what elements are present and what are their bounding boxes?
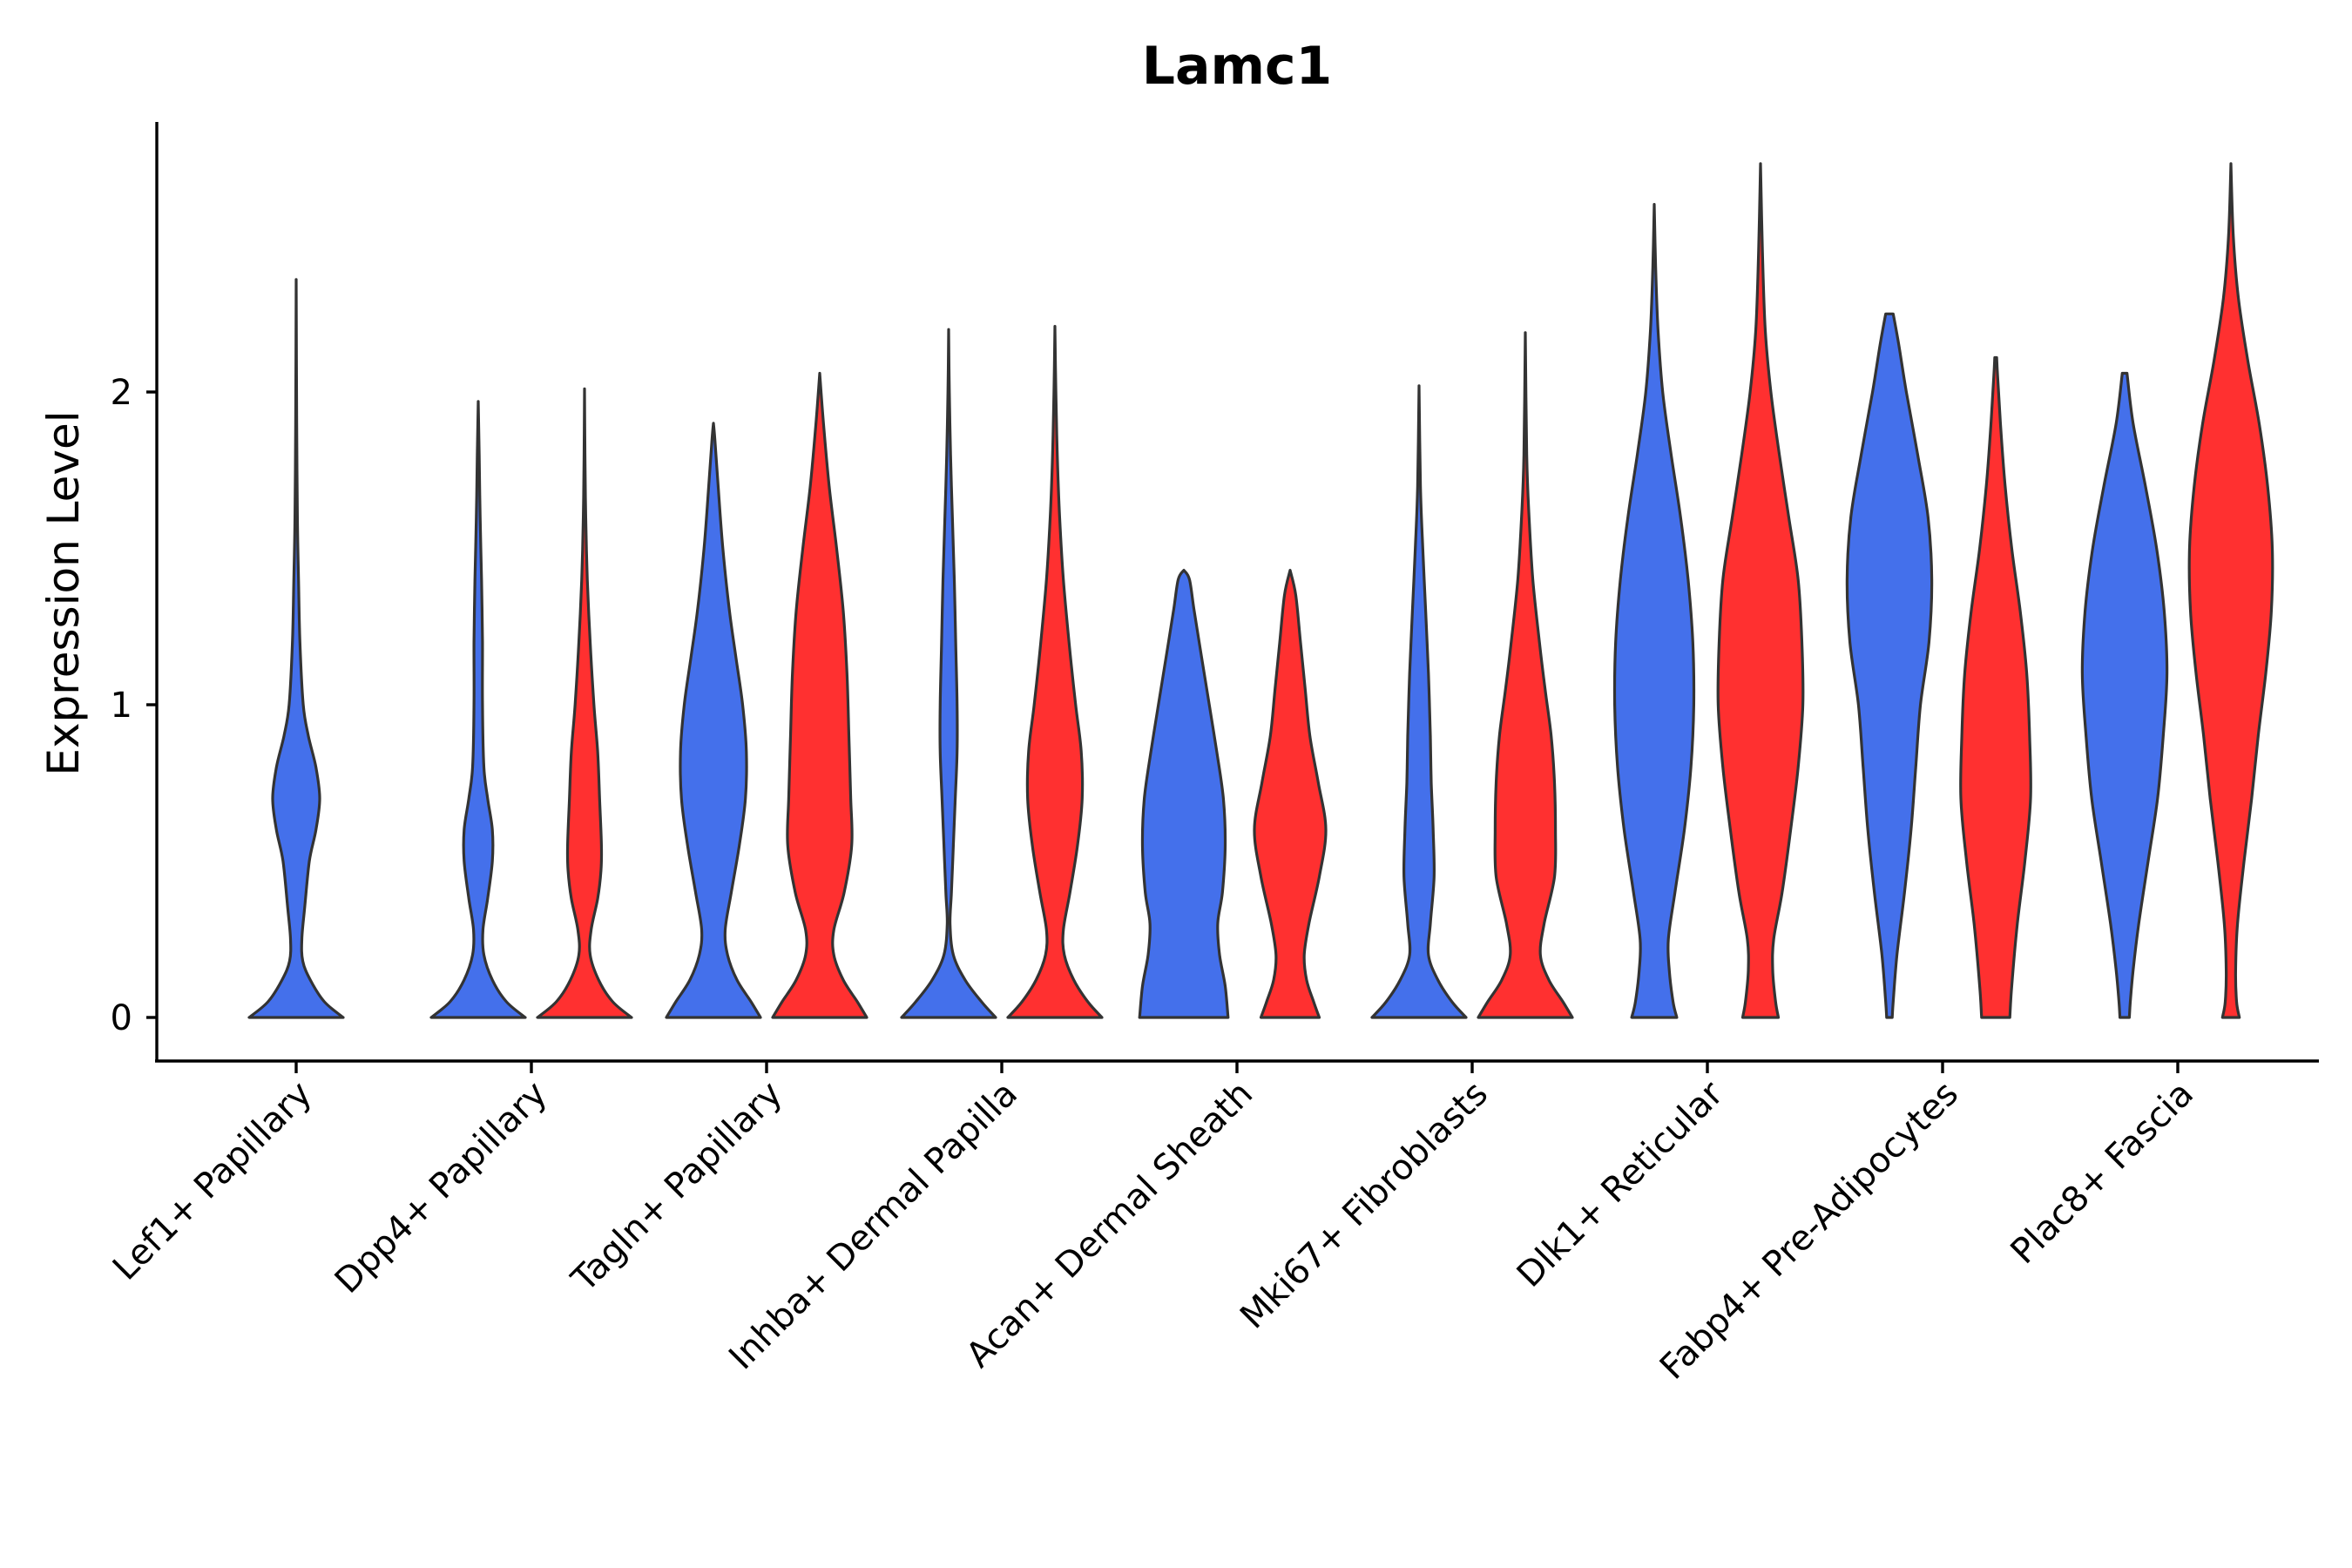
x-tick-label: Lef1+ Papillary [105, 1074, 320, 1288]
violin-2-group2 [536, 387, 633, 1019]
y-tick-label: 0 [111, 998, 132, 1038]
violin-12-group2 [1716, 162, 1805, 1019]
violin-1-group1 [429, 400, 527, 1019]
y-tick-label: 2 [111, 373, 132, 413]
violin-3-group1 [665, 422, 762, 1019]
violin-0-group1 [247, 278, 345, 1019]
violin-8-group2 [1253, 569, 1328, 1019]
violin-16-group2 [2187, 162, 2274, 1019]
violin-13-group1 [1845, 312, 1934, 1019]
y-axis-label: Expression Level [38, 410, 89, 775]
x-ticks: Lef1+ Papillary Dpp4+ Papillary Tagln+ Pap… [105, 1061, 2201, 1388]
violin-5-group1 [900, 328, 997, 1019]
violin-14-group2 [1959, 355, 2032, 1019]
x-tick-label: Plac8+ Fascia [2004, 1074, 2202, 1273]
violin-15-group1 [2080, 371, 2169, 1019]
violin-4-group2 [771, 371, 868, 1019]
violin-10-group2 [1477, 331, 1574, 1019]
x-tick-label: Dlk1+ Reticular [1510, 1073, 1732, 1295]
violin-7-group1 [1138, 569, 1230, 1019]
chart-title: Lamc1 [1142, 36, 1333, 97]
violin-6-group2 [1006, 325, 1104, 1019]
x-tick-label: Mki67+ Fibroblasts [1233, 1074, 1496, 1337]
violin-9-group1 [1370, 384, 1468, 1019]
x-tick-label: Tagln+ Papillary [564, 1074, 790, 1301]
y-ticks: 0 1 2 [111, 373, 157, 1038]
y-tick-label: 1 [111, 686, 132, 726]
x-tick-label: Dpp4+ Papillary [328, 1074, 555, 1301]
violin-11-group1 [1612, 203, 1696, 1019]
violin-group [247, 162, 2274, 1019]
